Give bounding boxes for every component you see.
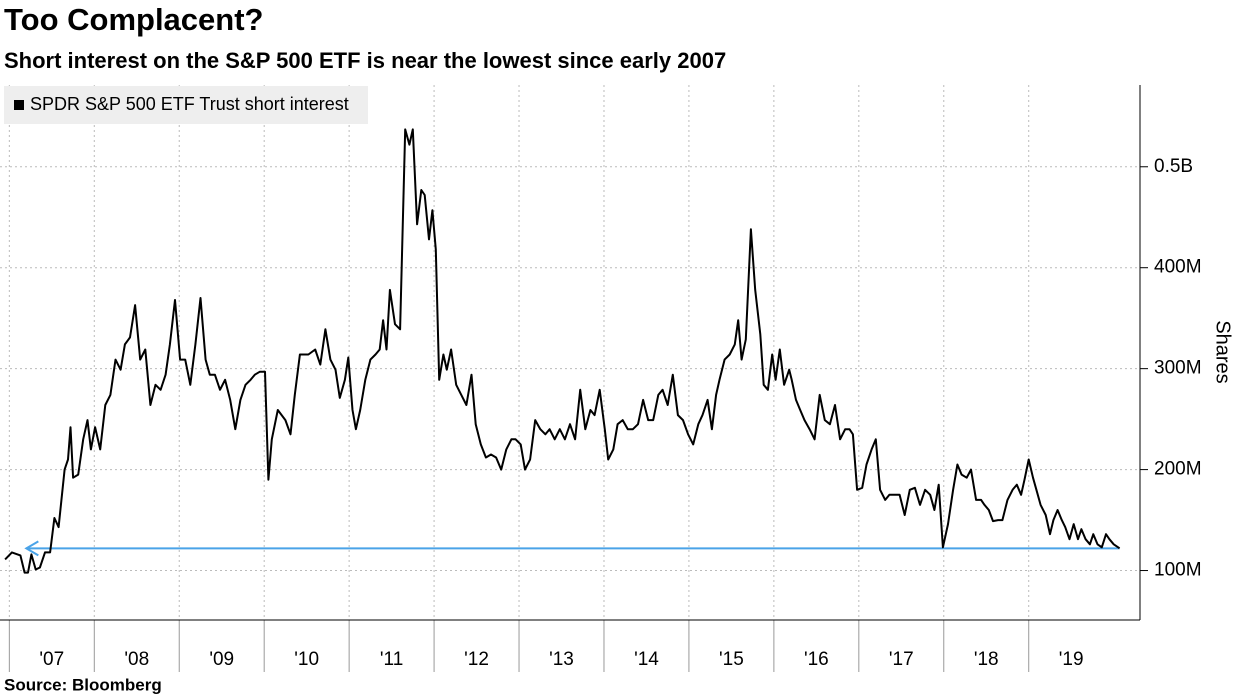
x-tick-label: '11 [380,649,403,670]
x-tick-label: '16 [804,649,829,670]
x-tick-label: '18 [974,649,999,670]
y-tick-label: 400M [1154,257,1202,278]
line-series [4,128,1121,574]
x-tick-label: '12 [464,649,489,670]
arrow-head [24,540,39,557]
y-tick-label: 0.5B [1154,156,1193,177]
x-tick-label: '09 [209,649,234,670]
x-tick-label: '17 [889,649,914,670]
x-tick-label: '10 [294,649,319,670]
x-tick-label: '07 [39,649,64,670]
source: Source: Bloomberg [4,675,162,694]
legend-box [4,86,368,124]
x-tick-label: '14 [634,649,659,670]
chart-subtitle: Short interest on the S&P 500 ETF is nea… [4,48,726,73]
y-tick-label: 300M [1154,358,1202,379]
legend-swatch [14,100,24,110]
legend-label: SPDR S&P 500 ETF Trust short interest [30,94,349,114]
x-tick-label: '19 [1059,649,1084,670]
chart-title: Too Complacent? [4,2,263,37]
y-tick-label: 100M [1154,560,1202,581]
x-tick-label: '15 [719,649,744,670]
x-tick-label: '13 [549,649,574,670]
x-tick-label: '08 [124,649,149,670]
y-tick-label: 200M [1154,459,1202,480]
y-axis-label: Shares [1212,320,1234,383]
